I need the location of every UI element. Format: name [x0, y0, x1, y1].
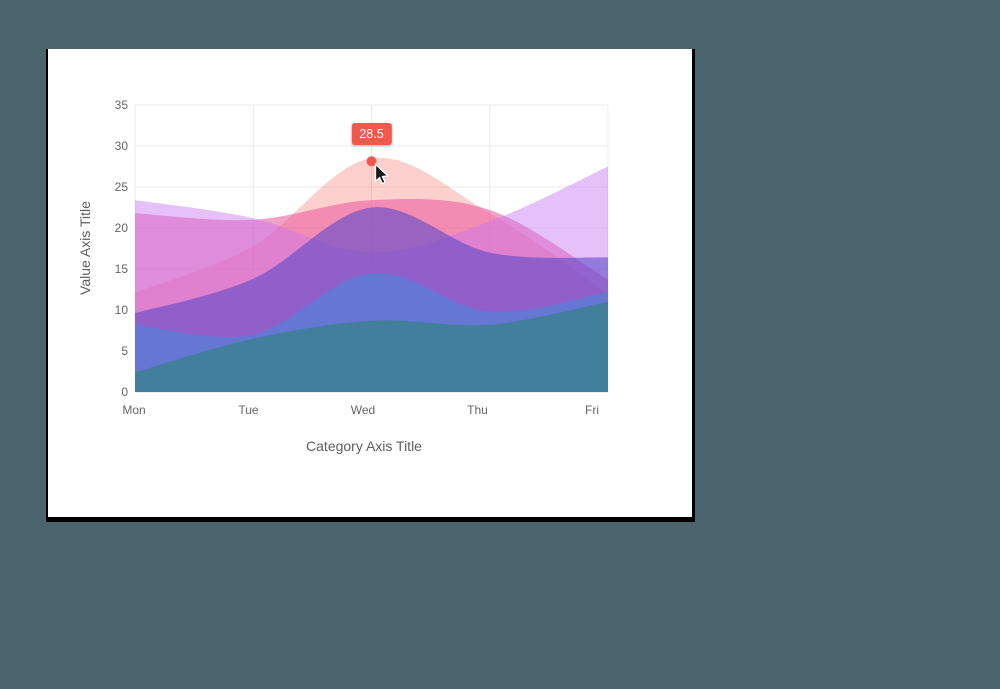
x-axis-label: Tue — [238, 403, 259, 417]
y-axis-tick-label: 25 — [115, 180, 129, 194]
y-axis-tick-label: 30 — [115, 139, 129, 153]
x-axis-label: Mon — [122, 403, 145, 417]
y-axis-tick-label: 0 — [121, 385, 128, 399]
y-axis-tick-label: 5 — [121, 344, 128, 358]
y-axis-tick-label: 20 — [115, 221, 129, 235]
chart-tooltip: 28.5 — [351, 123, 392, 146]
x-axis-label: Wed — [351, 403, 375, 417]
y-axis-tick-label: 35 — [115, 98, 129, 112]
y-axis-tick-label: 15 — [115, 262, 129, 276]
y-axis-tick-label: 10 — [115, 303, 129, 317]
mouse-cursor-icon — [374, 162, 390, 185]
value-axis-title: Value Axis Title — [77, 201, 93, 295]
x-axis-label: Thu — [467, 403, 488, 417]
tooltip-value: 28.5 — [359, 127, 384, 142]
area-series-teal[interactable] — [135, 301, 608, 392]
point-marker[interactable] — [366, 156, 377, 167]
chart-card: 0 5 10 15 20 25 30 35 Mon Tue Wed Thu Fri Value Axis… — [46, 49, 695, 522]
series-areas — [135, 157, 608, 392]
category-axis-title: Category Axis Title — [306, 438, 422, 454]
area-chart[interactable]: 0 5 10 15 20 25 30 35 Mon Tue Wed Thu Fri — [48, 49, 692, 517]
x-axis-label: Fri — [585, 403, 599, 417]
